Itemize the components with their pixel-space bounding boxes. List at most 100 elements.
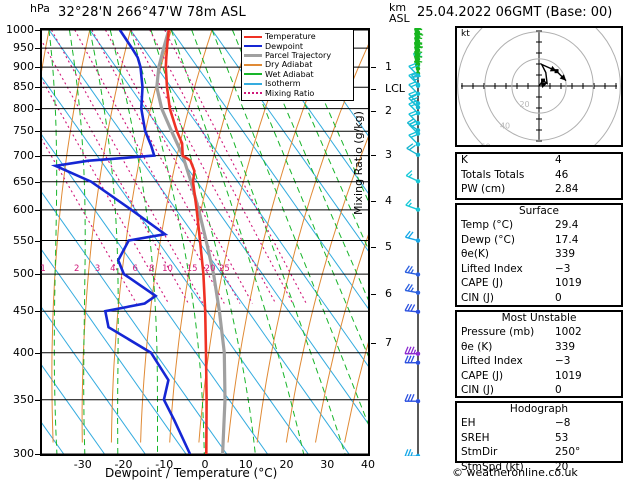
- index-row: SREH 53: [457, 432, 621, 447]
- copyright-label: © weatheronline.co.uk: [452, 466, 578, 479]
- wind-barb: [408, 131, 421, 147]
- index-value: 0: [555, 384, 562, 396]
- wind-barb: [404, 355, 421, 365]
- hodograph-plot: kt 20 40 60: [455, 4, 623, 168]
- index-row: Lifted Index −3: [457, 263, 621, 278]
- index-key: θe (K): [461, 340, 493, 353]
- pressure-tick-label: 350: [13, 392, 34, 406]
- pressure-tick-label: 1000: [6, 23, 34, 36]
- index-key: Totals Totals: [461, 168, 525, 181]
- stability-indices-panel: K 4 Totals Totals 46 PW (cm) 2.84: [455, 152, 623, 200]
- index-value: 339: [555, 248, 576, 260]
- pressure-tick: [35, 108, 40, 110]
- pressure-tick: [35, 30, 40, 31]
- mixing-ratio-label: 6: [132, 264, 138, 274]
- index-key: SREH: [461, 431, 490, 444]
- index-key: CIN (J): [461, 384, 494, 396]
- index-key: Pressure (mb): [461, 326, 535, 338]
- wind-barb: [404, 393, 421, 404]
- temperature-tick-label: 20: [279, 458, 294, 471]
- index-row: θe (K) 339: [457, 341, 621, 356]
- legend-swatch: [244, 92, 262, 95]
- lcl-label: LCL: [385, 82, 405, 96]
- index-key: PW (cm): [461, 183, 506, 195]
- legend-label: Parcel Trajectory: [265, 50, 332, 60]
- altitude-tick: [371, 247, 376, 248]
- pressure-tick: [35, 399, 40, 401]
- panel-title: Surface: [518, 205, 559, 217]
- parcel-trajectory-curve: [155, 30, 227, 454]
- pressure-tick: [35, 48, 40, 50]
- legend-label: Dewpoint: [265, 41, 304, 51]
- x-axis-title: Dewpoint / Temperature (°C): [105, 466, 278, 480]
- pressure-tick-label: 750: [13, 124, 34, 138]
- hodograph-ring-label: 40: [500, 121, 510, 130]
- wind-barb: [404, 265, 421, 277]
- hodograph-unit-label: kt: [461, 29, 470, 39]
- hodograph-svg: 20 40 60: [457, 4, 621, 168]
- index-row: CAPE (J) 1019: [457, 370, 621, 385]
- legend-item: Isotherm: [244, 79, 351, 88]
- index-row: Pressure (mb) 1002: [457, 326, 621, 341]
- index-value: 4: [555, 154, 562, 166]
- mixing-ratio-label: 3: [94, 264, 101, 274]
- altitude-tick-label: 6: [385, 287, 392, 301]
- index-row: Dewp (°C) 17.4: [457, 234, 621, 249]
- index-key: Lifted Index: [461, 262, 523, 275]
- index-row: θe(K) 339: [457, 248, 621, 263]
- station-title: 32°28'N 266°47'W 78m ASL: [58, 5, 246, 20]
- pressure-tick: [35, 454, 40, 455]
- pressure-tick: [35, 240, 40, 242]
- pressure-tick: [35, 155, 40, 157]
- altitude-tick-label: 3: [385, 148, 392, 162]
- index-value: −3: [555, 262, 571, 275]
- index-value: −3: [555, 355, 571, 367]
- hodograph-ring-label: 20: [519, 100, 529, 109]
- wind-barb: [406, 143, 421, 157]
- pressure-tick-label: 800: [13, 101, 34, 115]
- legend-label: Temperature: [265, 32, 316, 42]
- altitude-tick: [371, 294, 376, 296]
- pressure-tick: [35, 274, 40, 276]
- pressure-tick-label: 650: [13, 174, 34, 188]
- wind-barb: [404, 303, 421, 315]
- hodograph-indices-panel: Hodograph EH −8 SREH 53 StmDir 250° StmSpd (kt)…: [455, 401, 623, 473]
- altitude-tick: [371, 67, 376, 69]
- mixing-ratio-label: 25: [218, 264, 230, 274]
- pressure-tick-label: 450: [13, 304, 34, 318]
- wind-barb: [408, 62, 421, 78]
- index-key: EH: [461, 417, 476, 429]
- altitude-tick: [371, 155, 376, 157]
- altitude-tick: [371, 343, 376, 345]
- pressure-tick-label: 500: [13, 267, 34, 281]
- legend-label: Isotherm: [265, 79, 301, 89]
- pressure-tick: [35, 352, 40, 354]
- mixing-ratio-label: 2: [74, 264, 80, 274]
- index-row: Temp (°C) 29.4: [457, 219, 621, 234]
- wind-barb: [405, 170, 421, 184]
- index-row: EH −8: [457, 417, 621, 432]
- skewt-svg: [42, 30, 368, 454]
- legend-item: Temperature: [244, 32, 351, 41]
- index-value: 46: [555, 168, 569, 181]
- pressure-tick: [35, 311, 40, 313]
- panel-title: Most Unstable: [501, 312, 577, 324]
- temperature-tick-label: 30: [320, 458, 335, 471]
- index-value: 1019: [555, 369, 582, 382]
- legend-label: Wet Adiabat: [265, 69, 314, 79]
- index-key: θe(K): [461, 248, 489, 260]
- index-key: Dewp (°C): [461, 233, 515, 246]
- legend-item: Dewpoint: [244, 41, 351, 51]
- pressure-gridlines: [42, 30, 368, 454]
- legend-label: Mixing Ratio: [265, 88, 315, 98]
- index-key: CAPE (J): [461, 277, 504, 289]
- index-row: CIN (J) 0: [457, 384, 621, 399]
- temperature-tick-label: 0: [201, 458, 209, 471]
- legend-swatch: [244, 63, 262, 66]
- altitude-tick-label: 2: [385, 103, 392, 117]
- index-row: Lifted Index −3: [457, 355, 621, 370]
- pressure-tick-label: 900: [13, 60, 34, 74]
- dewpoint-curve: [50, 30, 192, 454]
